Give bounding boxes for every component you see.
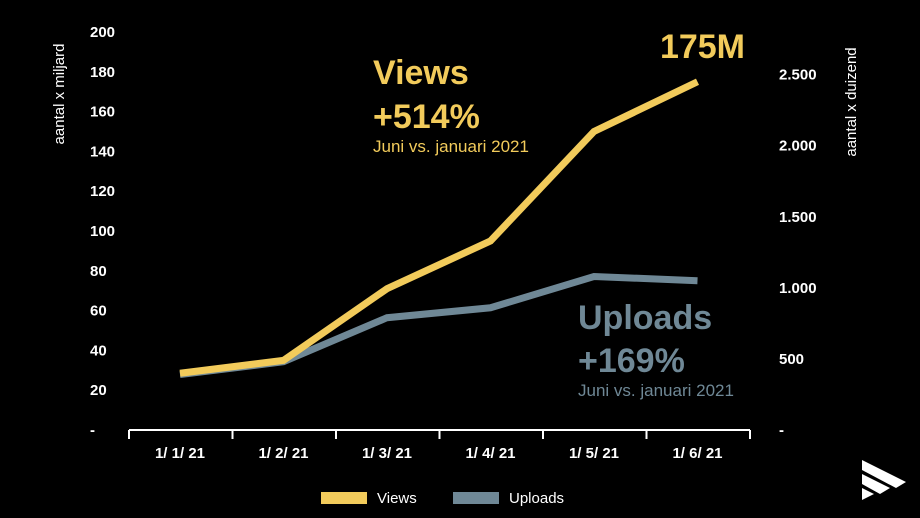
y-right-tick-label: - xyxy=(779,422,784,439)
legend-swatch-views xyxy=(321,492,367,504)
y-left-tick-label: 160 xyxy=(90,104,115,121)
legend: Views Uploads xyxy=(321,490,564,507)
x-tick-label: 1/ 4/ 21 xyxy=(465,445,515,462)
arrow-logo-icon xyxy=(862,460,906,500)
y-right-tick-label: 500 xyxy=(779,351,804,368)
x-tick-label: 1/ 6/ 21 xyxy=(672,445,722,462)
y-left-tick-label: - xyxy=(90,422,95,439)
x-axis: 1/ 1/ 21 1/ 2/ 21 1/ 3/ 21 1/ 4/ 21 1/ 5/ 21… xyxy=(128,429,751,462)
y-left-tick-label: 60 xyxy=(90,303,107,320)
y-left-tick-label: 40 xyxy=(90,342,107,359)
y-left-tick-label: 80 xyxy=(90,263,107,280)
y-axis-right: 2.500 2.000 1.500 1.000 500 - xyxy=(779,67,817,439)
views-annotation-change: +514% xyxy=(373,98,480,136)
legend-label-views: Views xyxy=(377,490,417,507)
y-axis-right-label: aantal x duizend xyxy=(843,47,860,156)
y-right-tick-label: 2.500 xyxy=(779,67,817,84)
views-annotation-note: Juni vs. januari 2021 xyxy=(373,137,529,156)
y-left-tick-label: 140 xyxy=(90,143,115,160)
y-left-tick-label: 120 xyxy=(90,183,115,200)
y-left-tick-label: 180 xyxy=(90,64,115,81)
legend-swatch-uploads xyxy=(453,492,499,504)
y-axis-left: 200 180 160 140 120 100 80 60 40 20 - xyxy=(90,24,115,439)
legend-label-uploads: Uploads xyxy=(509,490,564,507)
uploads-annotation-change: +169% xyxy=(578,342,685,380)
y-axis-left-label: aantal x miljard xyxy=(51,44,68,145)
series-line-views xyxy=(179,78,700,377)
y-left-tick-label: 100 xyxy=(90,223,115,240)
y-right-tick-label: 2.000 xyxy=(779,138,817,155)
uploads-annotation-note: Juni vs. januari 2021 xyxy=(578,381,734,400)
peak-label: 175M xyxy=(660,28,745,66)
y-left-tick-label: 20 xyxy=(90,382,107,399)
series-lines xyxy=(179,78,700,379)
uploads-annotation-title: Uploads xyxy=(578,299,712,337)
x-tick-label: 1/ 2/ 21 xyxy=(258,445,308,462)
y-right-tick-label: 1.500 xyxy=(779,209,817,226)
x-tick-label: 1/ 5/ 21 xyxy=(569,445,619,462)
x-tick-label: 1/ 3/ 21 xyxy=(362,445,412,462)
views-annotation-title: Views xyxy=(373,54,469,92)
y-left-tick-label: 200 xyxy=(90,24,115,41)
y-right-tick-label: 1.000 xyxy=(779,280,817,297)
x-tick-label: 1/ 1/ 21 xyxy=(155,445,205,462)
